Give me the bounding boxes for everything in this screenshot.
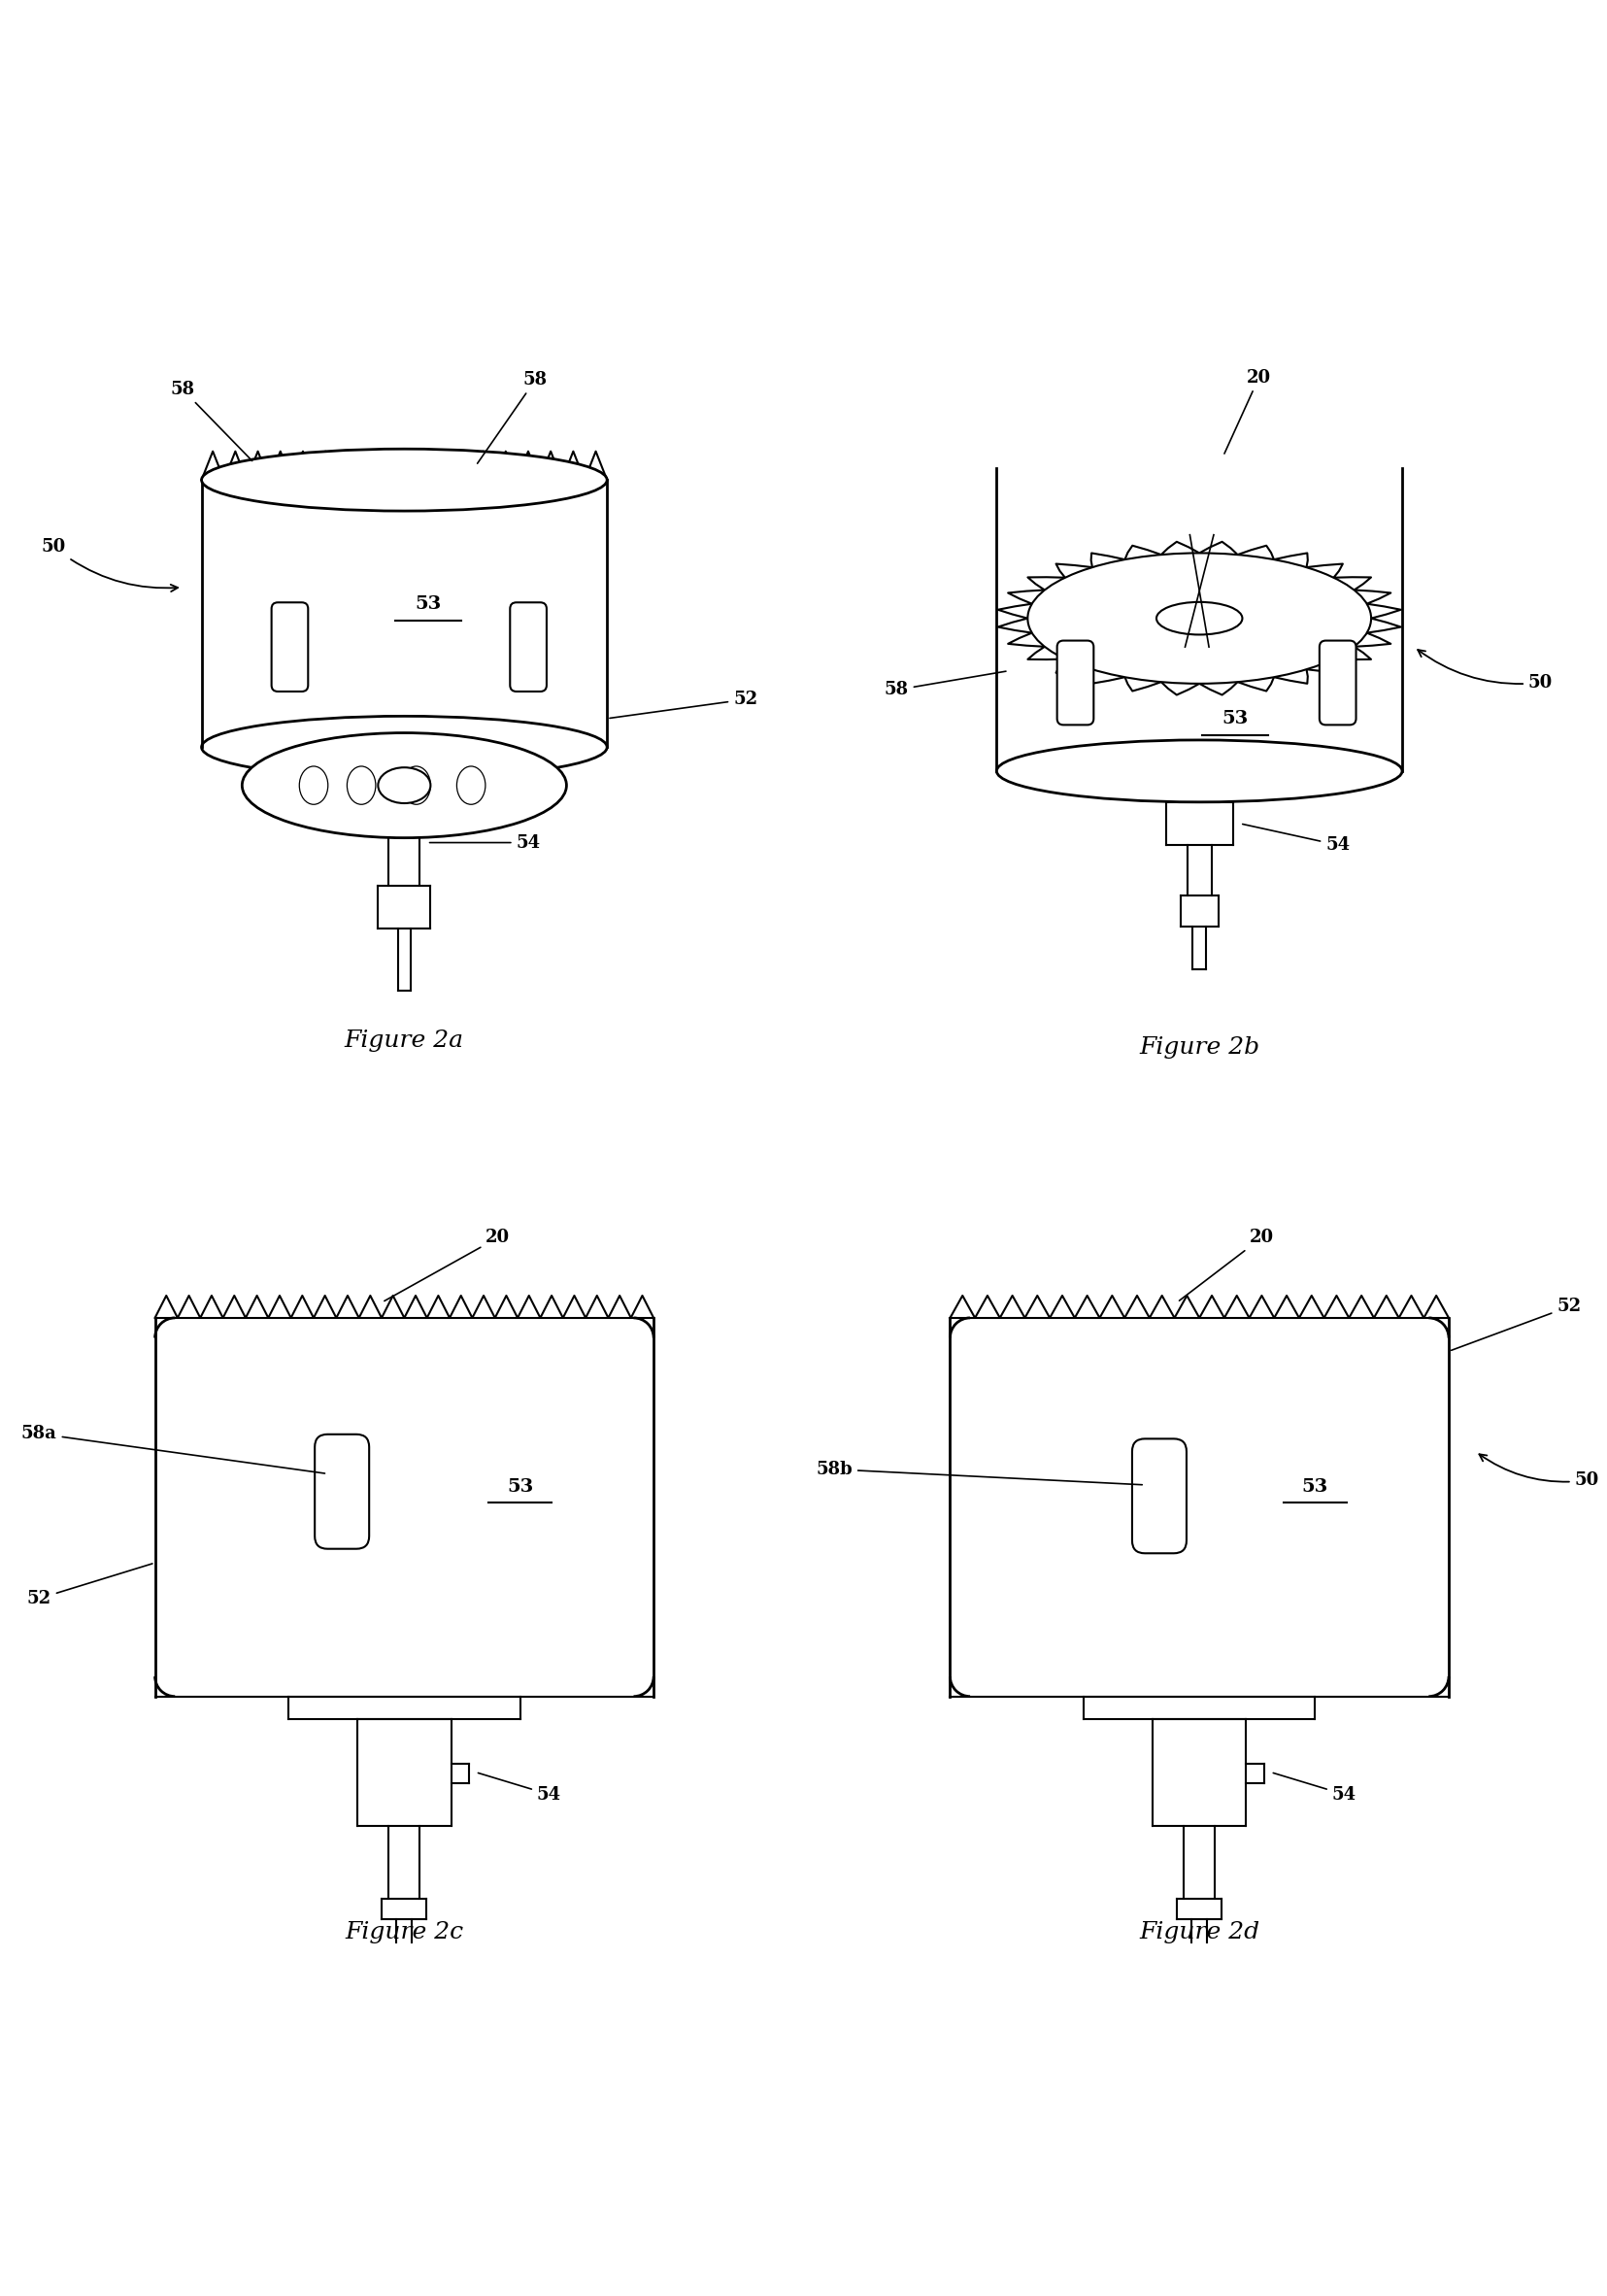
Text: 54: 54 — [1242, 824, 1350, 854]
Text: 53: 53 — [1221, 709, 1247, 728]
FancyBboxPatch shape — [272, 602, 309, 691]
Ellipse shape — [243, 732, 566, 838]
Text: 53: 53 — [1302, 1479, 1327, 1497]
Text: 50: 50 — [1478, 1453, 1597, 1490]
Text: 58b: 58b — [815, 1460, 1141, 1486]
Ellipse shape — [201, 450, 607, 512]
Text: Figure 2c: Figure 2c — [346, 1922, 463, 1945]
FancyBboxPatch shape — [509, 602, 546, 691]
Ellipse shape — [299, 767, 328, 804]
Text: Figure 2d: Figure 2d — [1138, 1922, 1258, 1945]
FancyBboxPatch shape — [1319, 641, 1355, 726]
Ellipse shape — [378, 767, 431, 804]
Text: 53: 53 — [415, 595, 440, 613]
Text: 58: 58 — [884, 670, 1006, 698]
Text: 50: 50 — [1417, 650, 1552, 691]
Ellipse shape — [402, 767, 431, 804]
Ellipse shape — [347, 767, 376, 804]
Text: 20: 20 — [384, 1228, 509, 1302]
Text: 52: 52 — [1451, 1297, 1580, 1350]
Ellipse shape — [996, 739, 1401, 801]
Ellipse shape — [1155, 602, 1242, 634]
Text: 54: 54 — [1273, 1773, 1355, 1802]
Text: 52: 52 — [609, 691, 757, 719]
Text: 54: 54 — [477, 1773, 561, 1802]
Text: 20: 20 — [1178, 1228, 1273, 1300]
Text: 50: 50 — [42, 537, 178, 592]
Text: 58: 58 — [170, 381, 252, 461]
Ellipse shape — [1027, 553, 1371, 684]
Text: 53: 53 — [506, 1479, 534, 1497]
FancyBboxPatch shape — [1056, 641, 1093, 726]
Text: 52: 52 — [27, 1564, 153, 1607]
Text: 58a: 58a — [21, 1426, 325, 1474]
Text: 58: 58 — [477, 372, 548, 464]
Text: 20: 20 — [1223, 370, 1271, 455]
Text: Figure 2a: Figure 2a — [344, 1029, 464, 1052]
FancyBboxPatch shape — [1131, 1440, 1186, 1554]
FancyBboxPatch shape — [315, 1435, 370, 1550]
Text: Figure 2b: Figure 2b — [1138, 1035, 1258, 1058]
Ellipse shape — [456, 767, 485, 804]
Text: 54: 54 — [429, 833, 540, 852]
